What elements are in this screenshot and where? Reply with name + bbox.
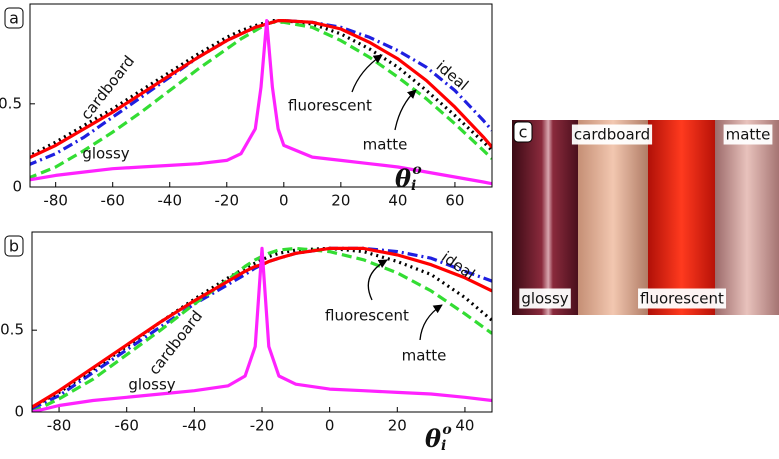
panel-label: c — [519, 123, 528, 142]
arrow — [351, 54, 383, 93]
x-tick-label: 20 — [331, 192, 350, 210]
x-axis-label: θio — [425, 422, 452, 454]
x-tick-label: -20 — [250, 417, 275, 435]
arrow — [367, 259, 388, 301]
series-line — [30, 19, 492, 186]
cardboard-sample — [578, 120, 648, 315]
curve-label: glossy — [128, 376, 175, 394]
sample-label: glossy — [521, 290, 568, 308]
curve-label: cardboard — [77, 52, 138, 123]
fluorescent-sample — [648, 120, 715, 315]
x-tick-label: -20 — [215, 192, 240, 210]
x-label-symbol: θ — [395, 164, 411, 193]
curve-label: fluorescent — [288, 97, 372, 115]
curve-label: ideal — [438, 248, 478, 284]
series-line — [30, 19, 492, 158]
photo-panel — [512, 120, 779, 315]
panel-box — [4, 235, 24, 257]
y-tick-label: 0 — [12, 178, 22, 196]
arrow — [419, 304, 443, 341]
x-label-sub: i — [441, 438, 446, 454]
chart-b: 0 0.5 -80 -60 -40 -20 0 20 40 ideal fluorescent mat… — [0, 231, 493, 454]
y-tick-label: 0.5 — [0, 321, 24, 339]
chart-a: 00.5-80 -60 -40 -20 0 20 40 60idealfluorescentm… — [0, 3, 493, 210]
x-tick-label: -80 — [47, 417, 72, 435]
panel-label: b — [9, 237, 19, 256]
x-label-symbol: θ — [425, 424, 441, 453]
curve-label: matte — [402, 347, 447, 365]
y-tick-label: 0.5 — [0, 94, 22, 112]
arrow — [394, 89, 417, 131]
x-tick-label: 60 — [445, 192, 464, 210]
x-label-sup: o — [442, 422, 451, 438]
lines — [30, 19, 492, 186]
x-tick-label: -60 — [100, 192, 125, 210]
x-axis-label: θio — [395, 162, 422, 194]
x-tick-label: 20 — [388, 417, 407, 435]
series-line — [32, 246, 492, 412]
sample-label: fluorescent — [640, 290, 724, 308]
glossy-sample — [512, 120, 578, 315]
label-bg — [638, 288, 727, 309]
plot-frame — [31, 231, 493, 413]
y-tick-label: 0 — [14, 403, 24, 421]
x-tick-label: 0 — [325, 417, 335, 435]
x-tick-label: 40 — [388, 192, 407, 210]
label-bg — [519, 288, 571, 309]
series-line — [30, 19, 492, 166]
curve-label: fluorescent — [325, 307, 409, 325]
label-bg — [723, 124, 773, 145]
sample-label: matte — [726, 126, 771, 144]
x-tick-label: 0 — [279, 192, 289, 210]
x-label-sup: o — [412, 162, 421, 178]
lines — [32, 246, 492, 412]
matte-sample — [715, 120, 779, 315]
curve-label: glossy — [82, 145, 129, 163]
plot-frame — [29, 3, 493, 188]
x-label-sub: i — [411, 178, 416, 194]
panel-label: a — [9, 9, 19, 28]
x-tick-label: -60 — [114, 417, 139, 435]
sample-label: cardboard — [574, 126, 650, 144]
x-tick-label: -80 — [43, 192, 68, 210]
panel-box — [513, 121, 533, 143]
x-tick-label: 40 — [455, 417, 474, 435]
curve-label: matte — [363, 136, 408, 154]
panel-box — [4, 7, 24, 29]
series-line — [32, 246, 492, 412]
label-bg — [571, 124, 653, 145]
x-tick-label: -40 — [157, 192, 182, 210]
x-tick-label: -40 — [182, 417, 207, 435]
series-line — [32, 246, 492, 411]
